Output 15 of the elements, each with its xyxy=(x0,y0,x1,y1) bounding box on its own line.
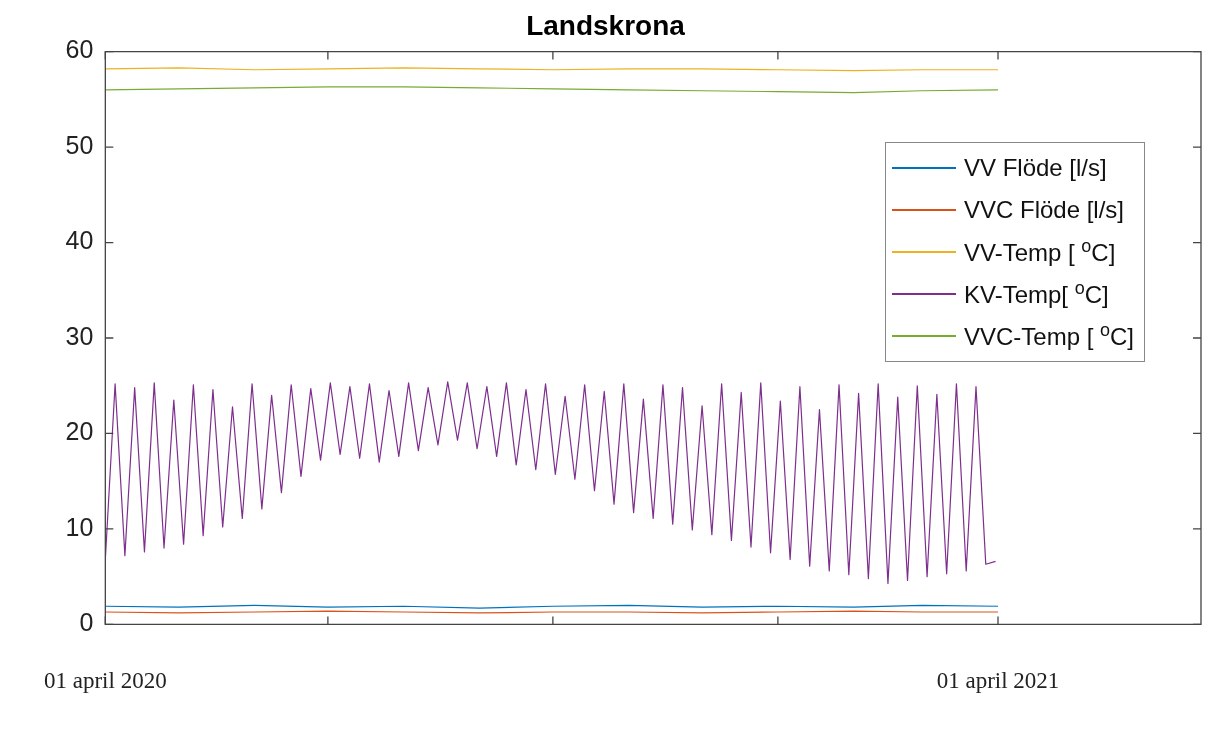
legend-label: VVC-Temp [ $^{o}$C] xyxy=(963,320,1134,352)
x-tick-label: 01 april 2020 xyxy=(44,668,167,694)
chart-title: Landskrona xyxy=(526,9,686,41)
legend-label: VV-Temp [ $^{o}$C] xyxy=(963,236,1116,268)
x-tick-label: 01 april 2021 xyxy=(936,668,1060,694)
y-tick-label: 40 xyxy=(65,226,94,255)
y-tick-label: 50 xyxy=(65,130,94,159)
y-tick-label: 20 xyxy=(65,417,94,446)
y-tick-label: 10 xyxy=(65,512,94,541)
y-tick-label: 60 xyxy=(65,35,94,64)
legend-label: VV Flöde [l/s] xyxy=(963,153,1107,182)
legend-label: VVC Flöde [l/s] xyxy=(963,195,1125,224)
y-tick-label: 30 xyxy=(65,321,94,350)
y-tick-label: 0 xyxy=(79,608,94,637)
legend-label: KV-Temp[ $^{o}$C] xyxy=(963,278,1109,310)
